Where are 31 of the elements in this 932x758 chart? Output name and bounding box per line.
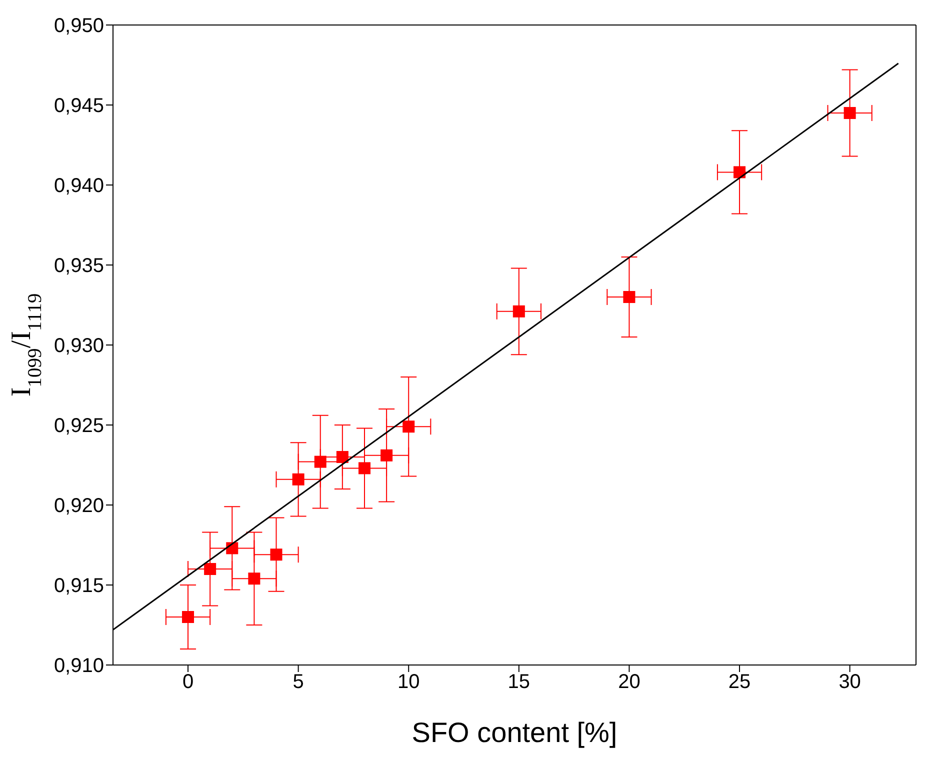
x-tick-label: 5 (292, 671, 304, 694)
x-tick-label: 0 (182, 671, 194, 694)
x-tick-label: 15 (508, 671, 530, 694)
point (248, 572, 260, 585)
point (358, 462, 370, 474)
point (292, 473, 304, 486)
point (182, 611, 194, 623)
x-tick-label: 20 (618, 671, 640, 694)
point (204, 563, 216, 575)
x-tick-label: 10 (397, 671, 420, 694)
point (402, 420, 415, 433)
point (380, 449, 393, 462)
y-tick-label: 0,945 (54, 95, 104, 118)
y-tick-label: 0,925 (54, 415, 104, 438)
point (623, 291, 636, 303)
point (270, 548, 282, 561)
point (314, 456, 326, 468)
x-tick-label: 30 (838, 671, 861, 694)
y-tick-label: 0,910 (54, 655, 104, 678)
y-tick-label: 0,940 (54, 175, 104, 198)
x-axis-title: SFO content [%] (412, 717, 618, 748)
point (512, 305, 525, 318)
y-tick-label: 0,950 (54, 15, 104, 38)
y-tick-label: 0,915 (54, 575, 104, 598)
y-tick-label: 0,935 (54, 255, 104, 278)
point (734, 166, 746, 178)
point (336, 451, 348, 463)
y-tick-label: 0,920 (54, 495, 104, 518)
x-tick-label: 25 (728, 671, 751, 694)
point (844, 107, 856, 119)
y-tick-label: 0,930 (54, 335, 104, 358)
